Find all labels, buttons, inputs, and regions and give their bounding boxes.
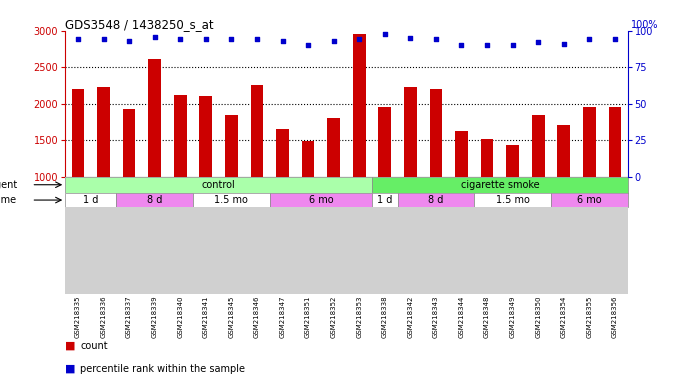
Point	[456, 42, 467, 48]
Bar	[429, 89, 442, 177]
Bar	[583, 107, 595, 177]
Point	[303, 42, 314, 48]
Text: 8 d: 8 d	[428, 195, 444, 205]
Text: 1 d: 1 d	[377, 195, 392, 205]
Text: 6 mo: 6 mo	[577, 195, 602, 205]
Bar	[506, 145, 519, 177]
Bar	[404, 87, 417, 177]
Bar	[250, 86, 263, 177]
Bar	[398, 193, 474, 207]
Text: percentile rank within the sample: percentile rank within the sample	[80, 364, 246, 374]
Point	[482, 42, 493, 48]
Text: 6 mo: 6 mo	[309, 195, 333, 205]
Point	[507, 42, 518, 48]
Point	[379, 31, 390, 37]
Text: agent: agent	[0, 180, 17, 190]
Bar	[474, 193, 551, 207]
Text: time: time	[0, 195, 17, 205]
Bar	[276, 129, 289, 177]
Point	[149, 33, 160, 40]
Text: control: control	[202, 180, 235, 190]
Point	[533, 39, 544, 45]
Point	[354, 36, 365, 43]
Bar	[225, 115, 238, 177]
Bar	[193, 193, 270, 207]
Bar	[481, 139, 493, 177]
Point	[252, 36, 263, 43]
Point	[73, 36, 84, 43]
Text: 1.5 mo: 1.5 mo	[215, 195, 248, 205]
Bar	[558, 125, 570, 177]
Text: cigarette smoke: cigarette smoke	[460, 180, 539, 190]
Text: ■: ■	[65, 364, 75, 374]
Text: 8 d: 8 d	[147, 195, 163, 205]
Bar	[97, 87, 110, 177]
Text: count: count	[80, 341, 108, 351]
Point	[123, 38, 134, 44]
Point	[430, 36, 441, 43]
Point	[175, 36, 186, 43]
Bar	[372, 177, 628, 193]
Bar	[270, 193, 372, 207]
Point	[200, 36, 211, 43]
Text: GDS3548 / 1438250_s_at: GDS3548 / 1438250_s_at	[65, 18, 214, 31]
Bar	[302, 141, 314, 177]
Point	[226, 36, 237, 43]
Text: 1 d: 1 d	[83, 195, 98, 205]
Bar	[65, 177, 372, 193]
Bar	[174, 95, 187, 177]
Point	[584, 36, 595, 43]
Bar	[372, 193, 398, 207]
Bar	[65, 193, 117, 207]
Bar	[353, 35, 366, 177]
Bar	[148, 59, 161, 177]
Bar	[200, 96, 212, 177]
Point	[405, 35, 416, 41]
Point	[328, 38, 339, 44]
Text: 1.5 mo: 1.5 mo	[496, 195, 530, 205]
Bar	[532, 115, 545, 177]
Bar	[608, 107, 622, 177]
Bar	[551, 193, 628, 207]
Bar	[379, 107, 391, 177]
Point	[609, 36, 620, 43]
Point	[98, 36, 109, 43]
Bar	[71, 89, 84, 177]
Bar	[327, 118, 340, 177]
Text: ■: ■	[65, 341, 75, 351]
Point	[558, 41, 569, 47]
Bar	[455, 131, 468, 177]
Point	[277, 38, 288, 44]
Bar	[117, 193, 193, 207]
Text: 100%: 100%	[630, 20, 658, 30]
Bar	[123, 109, 136, 177]
